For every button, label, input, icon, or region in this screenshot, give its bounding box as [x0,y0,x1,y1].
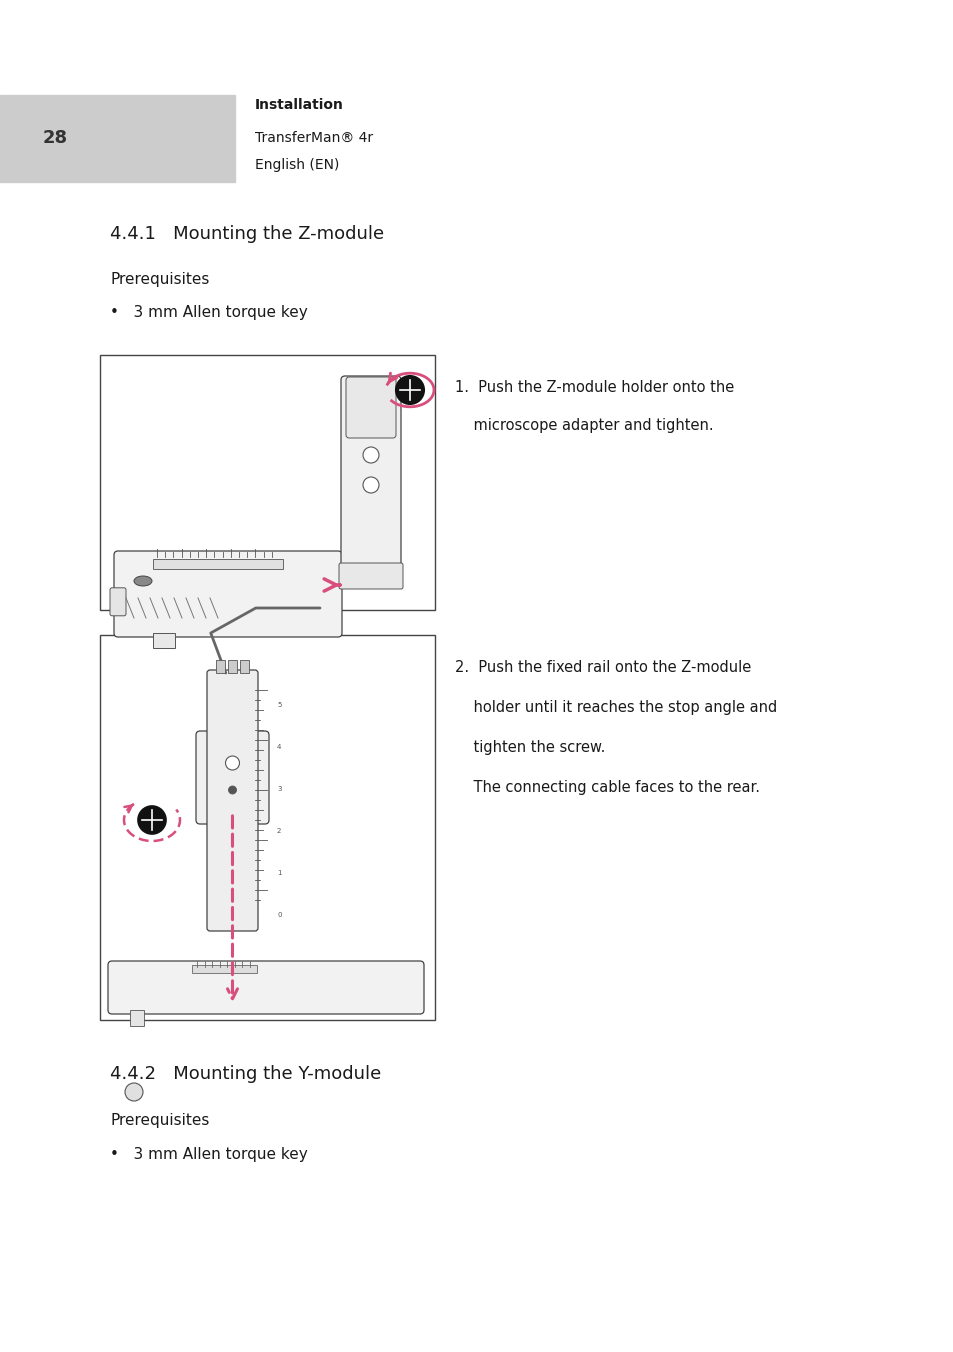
Circle shape [229,786,236,794]
Circle shape [395,376,423,404]
Circle shape [125,1083,143,1101]
Text: TransferMan® 4r: TransferMan® 4r [254,131,373,145]
Text: The connecting cable faces to the rear.: The connecting cable faces to the rear. [455,780,760,795]
FancyBboxPatch shape [338,562,402,589]
FancyBboxPatch shape [113,552,341,637]
Text: 28: 28 [42,128,68,147]
Text: •   3 mm Allen torque key: • 3 mm Allen torque key [110,306,308,320]
Bar [228,660,236,673]
Bar [100,635,435,1019]
Bar [152,558,283,569]
Text: 2: 2 [276,827,281,834]
Ellipse shape [133,576,152,585]
Text: 2.  Push the fixed rail onto the Z-module: 2. Push the fixed rail onto the Z-module [455,660,750,675]
Bar [0,95,234,183]
Bar [100,356,435,610]
Bar [240,660,249,673]
Text: Installation: Installation [254,97,343,112]
Bar [215,660,225,673]
Text: Prerequisites: Prerequisites [110,1113,209,1128]
Text: 0: 0 [276,913,281,918]
Text: 4.4.1   Mounting the Z-module: 4.4.1 Mounting the Z-module [110,224,384,243]
Text: 1.  Push the Z-module holder onto the: 1. Push the Z-module holder onto the [455,380,734,395]
Circle shape [363,477,378,493]
Circle shape [138,806,166,834]
Circle shape [225,756,239,771]
Text: 4: 4 [276,744,281,750]
FancyBboxPatch shape [195,731,269,823]
Bar [152,633,174,648]
Bar [130,1010,144,1026]
Text: holder until it reaches the stop angle and: holder until it reaches the stop angle a… [455,700,777,715]
Text: 1: 1 [276,869,281,876]
Text: 3: 3 [276,786,281,792]
Text: microscope adapter and tighten.: microscope adapter and tighten. [455,418,713,433]
FancyBboxPatch shape [207,671,257,932]
FancyBboxPatch shape [340,376,400,569]
FancyBboxPatch shape [110,588,126,615]
Bar [192,965,256,973]
Text: 4.4.2   Mounting the Y-module: 4.4.2 Mounting the Y-module [110,1065,381,1083]
FancyBboxPatch shape [346,377,395,438]
Text: Prerequisites: Prerequisites [110,272,209,287]
Circle shape [363,448,378,462]
FancyBboxPatch shape [108,961,423,1014]
Text: •   3 mm Allen torque key: • 3 mm Allen torque key [110,1146,308,1161]
Text: 5: 5 [276,702,281,708]
Text: English (EN): English (EN) [254,158,339,172]
Text: tighten the screw.: tighten the screw. [455,740,605,754]
